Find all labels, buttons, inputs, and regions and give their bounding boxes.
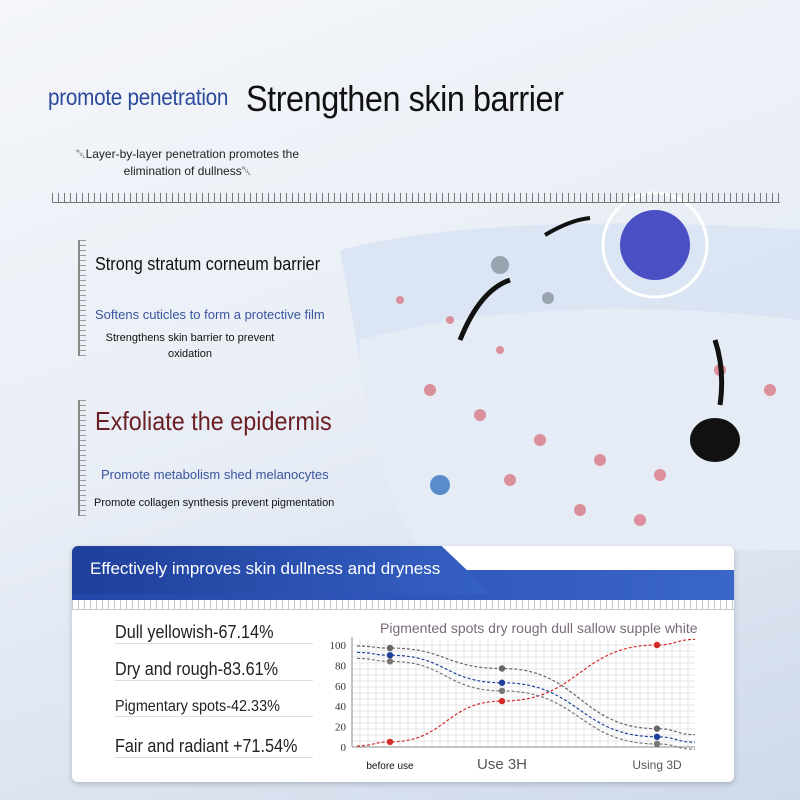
data-point [653, 725, 661, 732]
y-tick-label: 80 [335, 660, 347, 672]
stat-dull-yellowish: Dull yellowish-67.14% [115, 622, 313, 644]
y-tick-label: 100 [330, 640, 347, 652]
subtitle: ␀Layer-by-layer penetration promotes the… [75, 147, 300, 178]
data-point [653, 740, 661, 748]
y-tick-label: 60 [335, 681, 347, 693]
y-tick-label: 0 [341, 742, 347, 754]
vertical-ruler [78, 240, 86, 356]
data-point [498, 687, 506, 695]
data-point [386, 658, 394, 665]
data-point [386, 652, 394, 659]
data-point [386, 738, 394, 746]
section2-heading: Exfoliate the epidermis [95, 406, 332, 436]
x-tick-label: Use 3H [477, 756, 527, 773]
section1-line2: Strengthens skin barrier to prevent oxid… [105, 332, 275, 360]
data-point [498, 697, 506, 705]
section1-line1: Softens cuticles to form a protective fi… [95, 307, 325, 322]
section2-line1: Promote metabolism shed melanocytes [101, 467, 329, 482]
stat-pigmentary-spots: Pigmentary spots-42.33% [115, 698, 313, 717]
data-point [653, 641, 661, 649]
ruler-divider [52, 193, 780, 203]
stat-fair-radiant: Fair and radiant +71.54% [115, 736, 313, 758]
data-point [386, 644, 394, 652]
vertical-ruler [78, 400, 86, 516]
title-promote-penetration: promote penetration [48, 84, 229, 110]
line-chart: 0 20 40 60 80 100 before use Use 3H Using 3D [330, 637, 696, 773]
data-point [498, 679, 506, 686]
y-tick-label: 40 [335, 701, 347, 713]
page-title: Strengthen skin barrier [246, 78, 564, 119]
panel-title: Effectively improves skin dullness and d… [72, 546, 492, 594]
data-point [498, 665, 506, 672]
section2-line2: Promote collagen synthesis prevent pigme… [94, 497, 335, 509]
chart-title: Pigmented spots dry rough dull sallow su… [380, 620, 698, 636]
skin-layers-illustration [340, 191, 800, 550]
panel-ruler [72, 600, 734, 610]
section1-heading: Strong stratum corneum barrier [95, 254, 321, 274]
x-tick-label: before use [366, 761, 414, 772]
stat-dry-rough: Dry and rough-83.61% [115, 659, 313, 681]
x-tick-label: Using 3D [632, 758, 682, 772]
data-point [653, 733, 661, 740]
y-tick-label: 20 [335, 722, 347, 734]
